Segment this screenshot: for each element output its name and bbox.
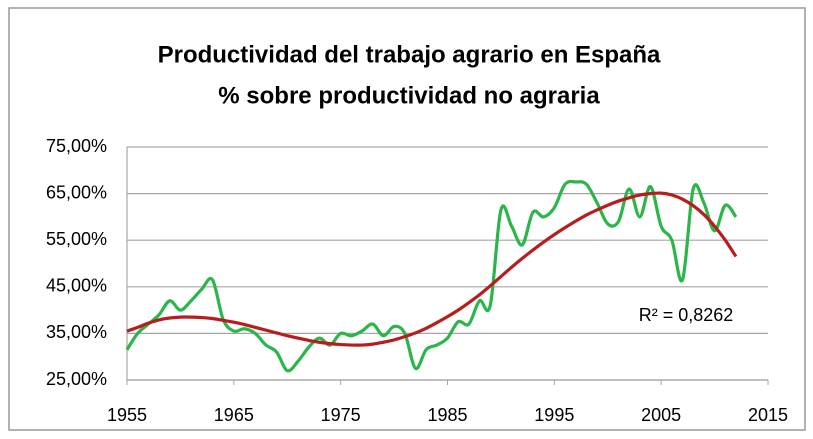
x-tick-label: 2015 [748, 405, 788, 425]
annotation: R² = 0,8262 [639, 305, 734, 325]
chart-subtitle: % sobre productividad no agraria [218, 82, 600, 109]
x-tick-label: 2005 [641, 405, 681, 425]
y-tick-label: 55,00% [46, 229, 107, 249]
y-tick-label: 65,00% [46, 182, 107, 202]
chart-border [8, 7, 806, 431]
chart-title: Productividad del trabajo agrario en Esp… [158, 41, 661, 68]
x-tick-label: 1975 [321, 405, 361, 425]
data-line [125, 179, 738, 373]
y-tick-label: 35,00% [46, 322, 107, 342]
x-tick-label: 1985 [427, 405, 467, 425]
data-line [126, 191, 738, 347]
y-tick-label: 45,00% [46, 276, 107, 296]
x-tick-label: 1965 [214, 405, 254, 425]
y-tick-label: 25,00% [46, 369, 107, 389]
x-tick-label: 1955 [107, 405, 147, 425]
x-tick-label: 1995 [534, 405, 574, 425]
y-tick-label: 75,00% [46, 136, 107, 156]
